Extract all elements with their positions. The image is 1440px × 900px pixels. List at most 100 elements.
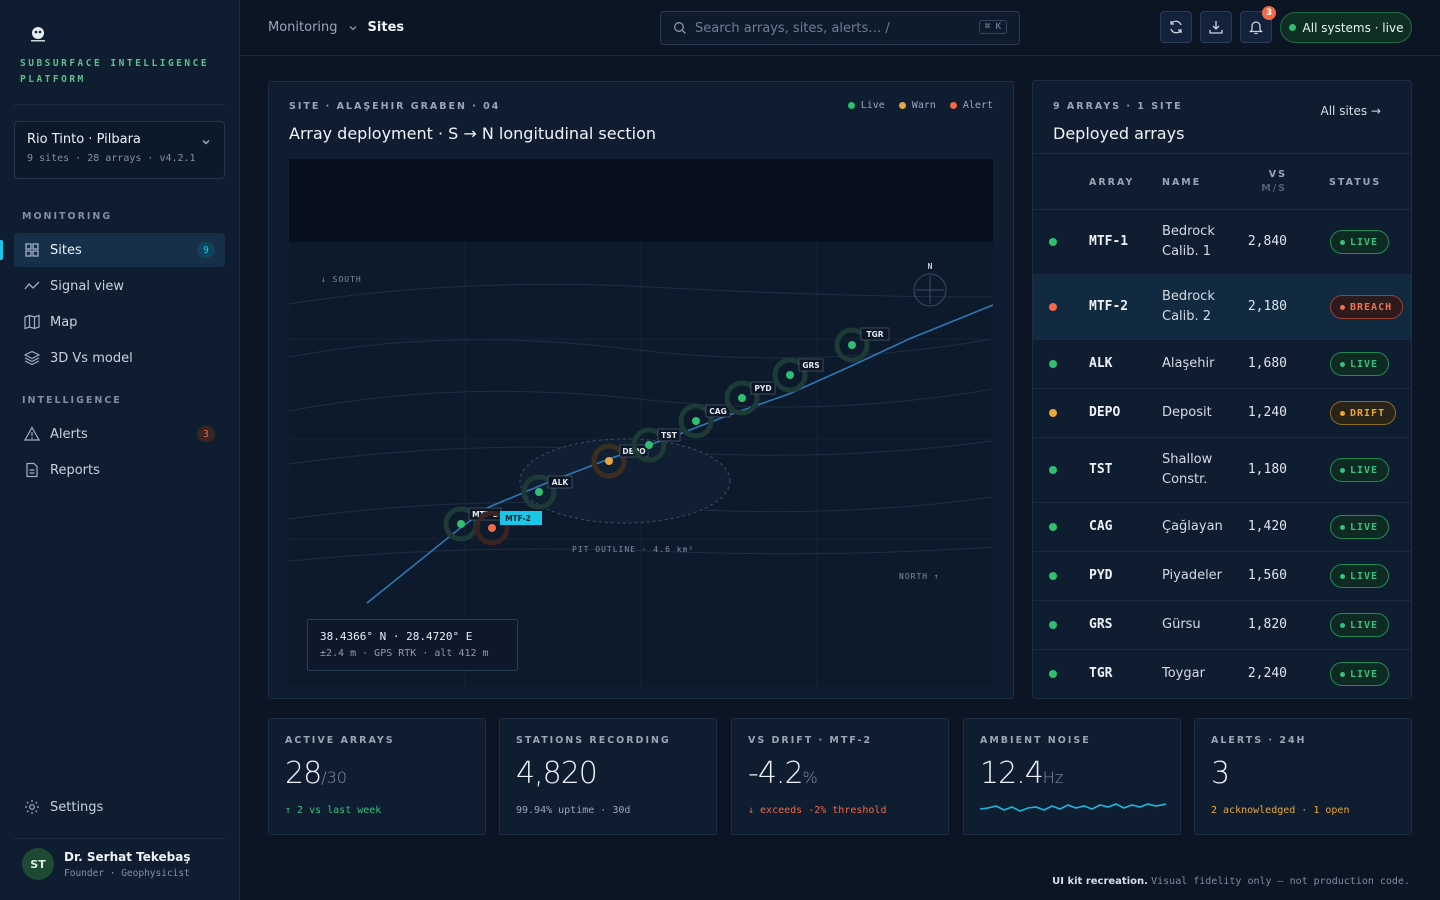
array-name: Alaşehir [1162, 356, 1215, 371]
compass-north-label: N [928, 262, 933, 271]
array-code: TGR [1089, 666, 1113, 681]
sidebar-item-map[interactable]: Map [14, 305, 225, 339]
col-array[interactable]: ARRAY [1089, 177, 1135, 188]
search-icon [674, 22, 686, 34]
sidebar-item-label: Signal view [50, 278, 125, 294]
stat-sub: ↓ exceeds -2% threshold [748, 805, 887, 816]
notifications-button[interactable]: 3 [1240, 6, 1276, 43]
sidebar: SUBSURFACE INTELLIGENCE PLATFORM Rio Tin… [0, 0, 240, 900]
marker-label: TGR [866, 330, 883, 339]
footer-text: Visual fidelity only — not production co… [1151, 876, 1410, 887]
stat-label: AMBIENT NOISE [980, 735, 1091, 746]
sidebar-divider [14, 838, 225, 839]
legend-alert: Alert [949, 100, 993, 111]
org-meta: 9 sites · 28 arrays · v4.2.1 [27, 153, 196, 164]
status-badge: LIVE [1330, 352, 1390, 376]
search-box[interactable]: ⌘ K [660, 11, 1020, 45]
coordinates-readout: 38.4366° N · 28.4720° E ±2.4 m · GPS RTK… [307, 619, 518, 671]
sidebar-item-label: Settings [50, 799, 104, 815]
sidebar-item-reports[interactable]: Reports [14, 453, 225, 487]
nav-section-intelligence: INTELLIGENCE [22, 395, 122, 406]
south-label: ↓ SOUTH [321, 275, 362, 284]
sidebar-item-settings[interactable]: Settings [14, 790, 225, 824]
array-marker-tst[interactable]: TST [631, 427, 681, 463]
breadcrumb-monitoring[interactable]: Monitoring [268, 20, 338, 35]
table-row-tgr[interactable]: TGR Toygar 2,240 LIVE [1033, 650, 1411, 698]
col-status[interactable]: STATUS [1329, 177, 1382, 188]
sidebar-item-sites[interactable]: Sites 9 [0, 233, 225, 267]
stat-label: ALERTS · 24H [1211, 735, 1307, 746]
status-dot [1049, 238, 1057, 246]
status-legend: Live Warn Alert [847, 100, 993, 111]
array-marker-alk[interactable]: ALK [521, 474, 573, 510]
table-row-depo[interactable]: DEPO Deposit 1,240 DRIFT [1033, 389, 1411, 438]
legend-live: Live [847, 100, 885, 111]
stat-sub: 2 acknowledged · 1 open [1211, 805, 1350, 816]
table-row-alk[interactable]: ALK Alaşehir 1,680 LIVE [1033, 340, 1411, 389]
table-row-pyd[interactable]: PYD Piyadeler 1,560 LIVE [1033, 552, 1411, 601]
status-badge: BREACH [1330, 295, 1404, 319]
stat-label: VS DRIFT · MTF-2 [748, 735, 873, 746]
stat-value: 4,820 [516, 756, 598, 791]
array-name: Gürsu [1162, 617, 1201, 632]
document-icon [26, 462, 38, 478]
system-status-pill[interactable]: All systems · live [1280, 12, 1412, 43]
table-row-grs[interactable]: GRS Gürsu 1,820 LIVE [1033, 601, 1411, 650]
array-vs: 1,560 [1247, 568, 1287, 583]
refresh-icon [1170, 20, 1182, 34]
sidebar-item-signal-view[interactable]: Signal view [14, 269, 225, 303]
col-vs[interactable]: VS M/S [1261, 169, 1287, 194]
array-name: Bedrock Calib. 2 [1162, 289, 1215, 324]
array-code: PYD [1089, 568, 1113, 583]
stat-sub: 99.94% uptime · 30d [516, 805, 631, 816]
status-badge: LIVE [1330, 564, 1390, 588]
status-dot [1049, 466, 1057, 474]
compass: N [913, 262, 947, 307]
array-marker-grs[interactable]: GRS [772, 357, 824, 393]
org-switcher[interactable]: Rio Tinto · Pilbara 9 sites · 28 arrays … [14, 121, 225, 179]
array-marker-pyd[interactable]: PYD [724, 380, 776, 416]
col-name[interactable]: NAME [1162, 177, 1202, 188]
sites-count-badge: 9 [197, 242, 215, 258]
sidebar-item-label: Reports [50, 462, 100, 478]
stat-card-active-arrays: ACTIVE ARRAYS 28/30 ↑ 2 vs last week [268, 718, 486, 835]
sidebar-item-label: Sites [50, 242, 82, 258]
table-row-tst[interactable]: TST Shallow Constr. 1,180 LIVE [1033, 438, 1411, 503]
stat-card-vs-drift: VS DRIFT · MTF-2 -4.2% ↓ exceeds -2% thr… [731, 718, 949, 835]
table-row-cag[interactable]: CAG Çağlayan 1,420 LIVE [1033, 503, 1411, 552]
array-vs: 1,820 [1247, 617, 1287, 632]
sidebar-item-3d-vs-model[interactable]: 3D Vs model [14, 341, 225, 375]
sidebar-item-label: 3D Vs model [50, 350, 133, 366]
table-row-mtf-1[interactable]: MTF-1 Bedrock Calib. 1 2,840 LIVE [1033, 210, 1411, 275]
refresh-button[interactable] [1160, 11, 1192, 43]
brand-name: SUBSURFACE INTELLIGENCE PLATFORM [20, 58, 210, 85]
download-button[interactable] [1200, 11, 1232, 43]
status-dot [1049, 409, 1057, 417]
array-marker-tgr[interactable]: TGR [834, 327, 890, 363]
search-shortcut-hint: ⌘ K [978, 20, 1007, 34]
stat-value: 28/30 [285, 756, 347, 791]
status-badge: LIVE [1330, 613, 1390, 637]
system-status-label: All systems · live [1302, 20, 1404, 35]
array-vs: 2,180 [1247, 299, 1287, 314]
map-icon [24, 314, 40, 330]
array-marker-cag[interactable]: CAG [678, 403, 731, 439]
col-vs-unit: M/S [1261, 183, 1287, 194]
search-input[interactable] [695, 20, 965, 36]
marker-label: CAG [709, 407, 726, 416]
sidebar-item-alerts[interactable]: Alerts 3 [14, 417, 225, 451]
all-sites-link[interactable]: All sites → [1320, 104, 1382, 118]
marker-label: GRS [802, 361, 819, 370]
section-map[interactable]: N ↓ SOUTH NORTH ↑ PIT OUTLINE · 4.6 km² … [289, 159, 993, 686]
user-profile[interactable]: ST Dr. Serhat Tekebaş Founder · Geophysi… [22, 848, 191, 880]
array-name: Çağlayan [1162, 519, 1223, 534]
status-dot [1049, 621, 1057, 629]
array-marker-mtf-2[interactable]: MTF-2 [474, 510, 542, 546]
array-vs: 1,240 [1247, 405, 1287, 420]
table-row-mtf-2[interactable]: MTF-2 Bedrock Calib. 2 2,180 BREACH [1033, 275, 1411, 340]
array-vs: 1,420 [1247, 519, 1287, 534]
arrays-table-header: ARRAY NAME VS M/S STATUS [1033, 153, 1411, 210]
status-badge: DRIFT [1330, 401, 1397, 425]
top-bar: Monitoring Sites ⌘ K 3 All systems · liv… [240, 0, 1440, 56]
notification-count-badge: 3 [1262, 6, 1276, 20]
